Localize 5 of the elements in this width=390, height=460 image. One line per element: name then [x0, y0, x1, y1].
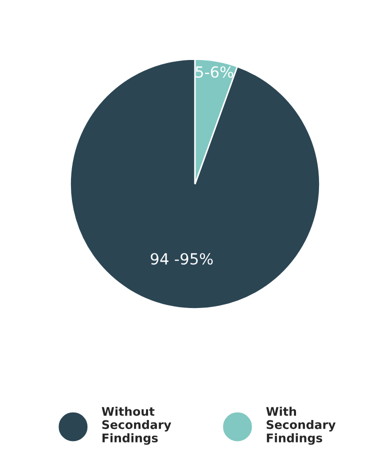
legend-label: Without Secondary Findings	[102, 406, 172, 445]
legend-label: With Secondary Findings	[266, 406, 336, 445]
data-label: 94 -95%	[150, 253, 213, 265]
data-label: 5-6%	[196, 66, 234, 78]
pie-slice	[70, 58, 320, 310]
